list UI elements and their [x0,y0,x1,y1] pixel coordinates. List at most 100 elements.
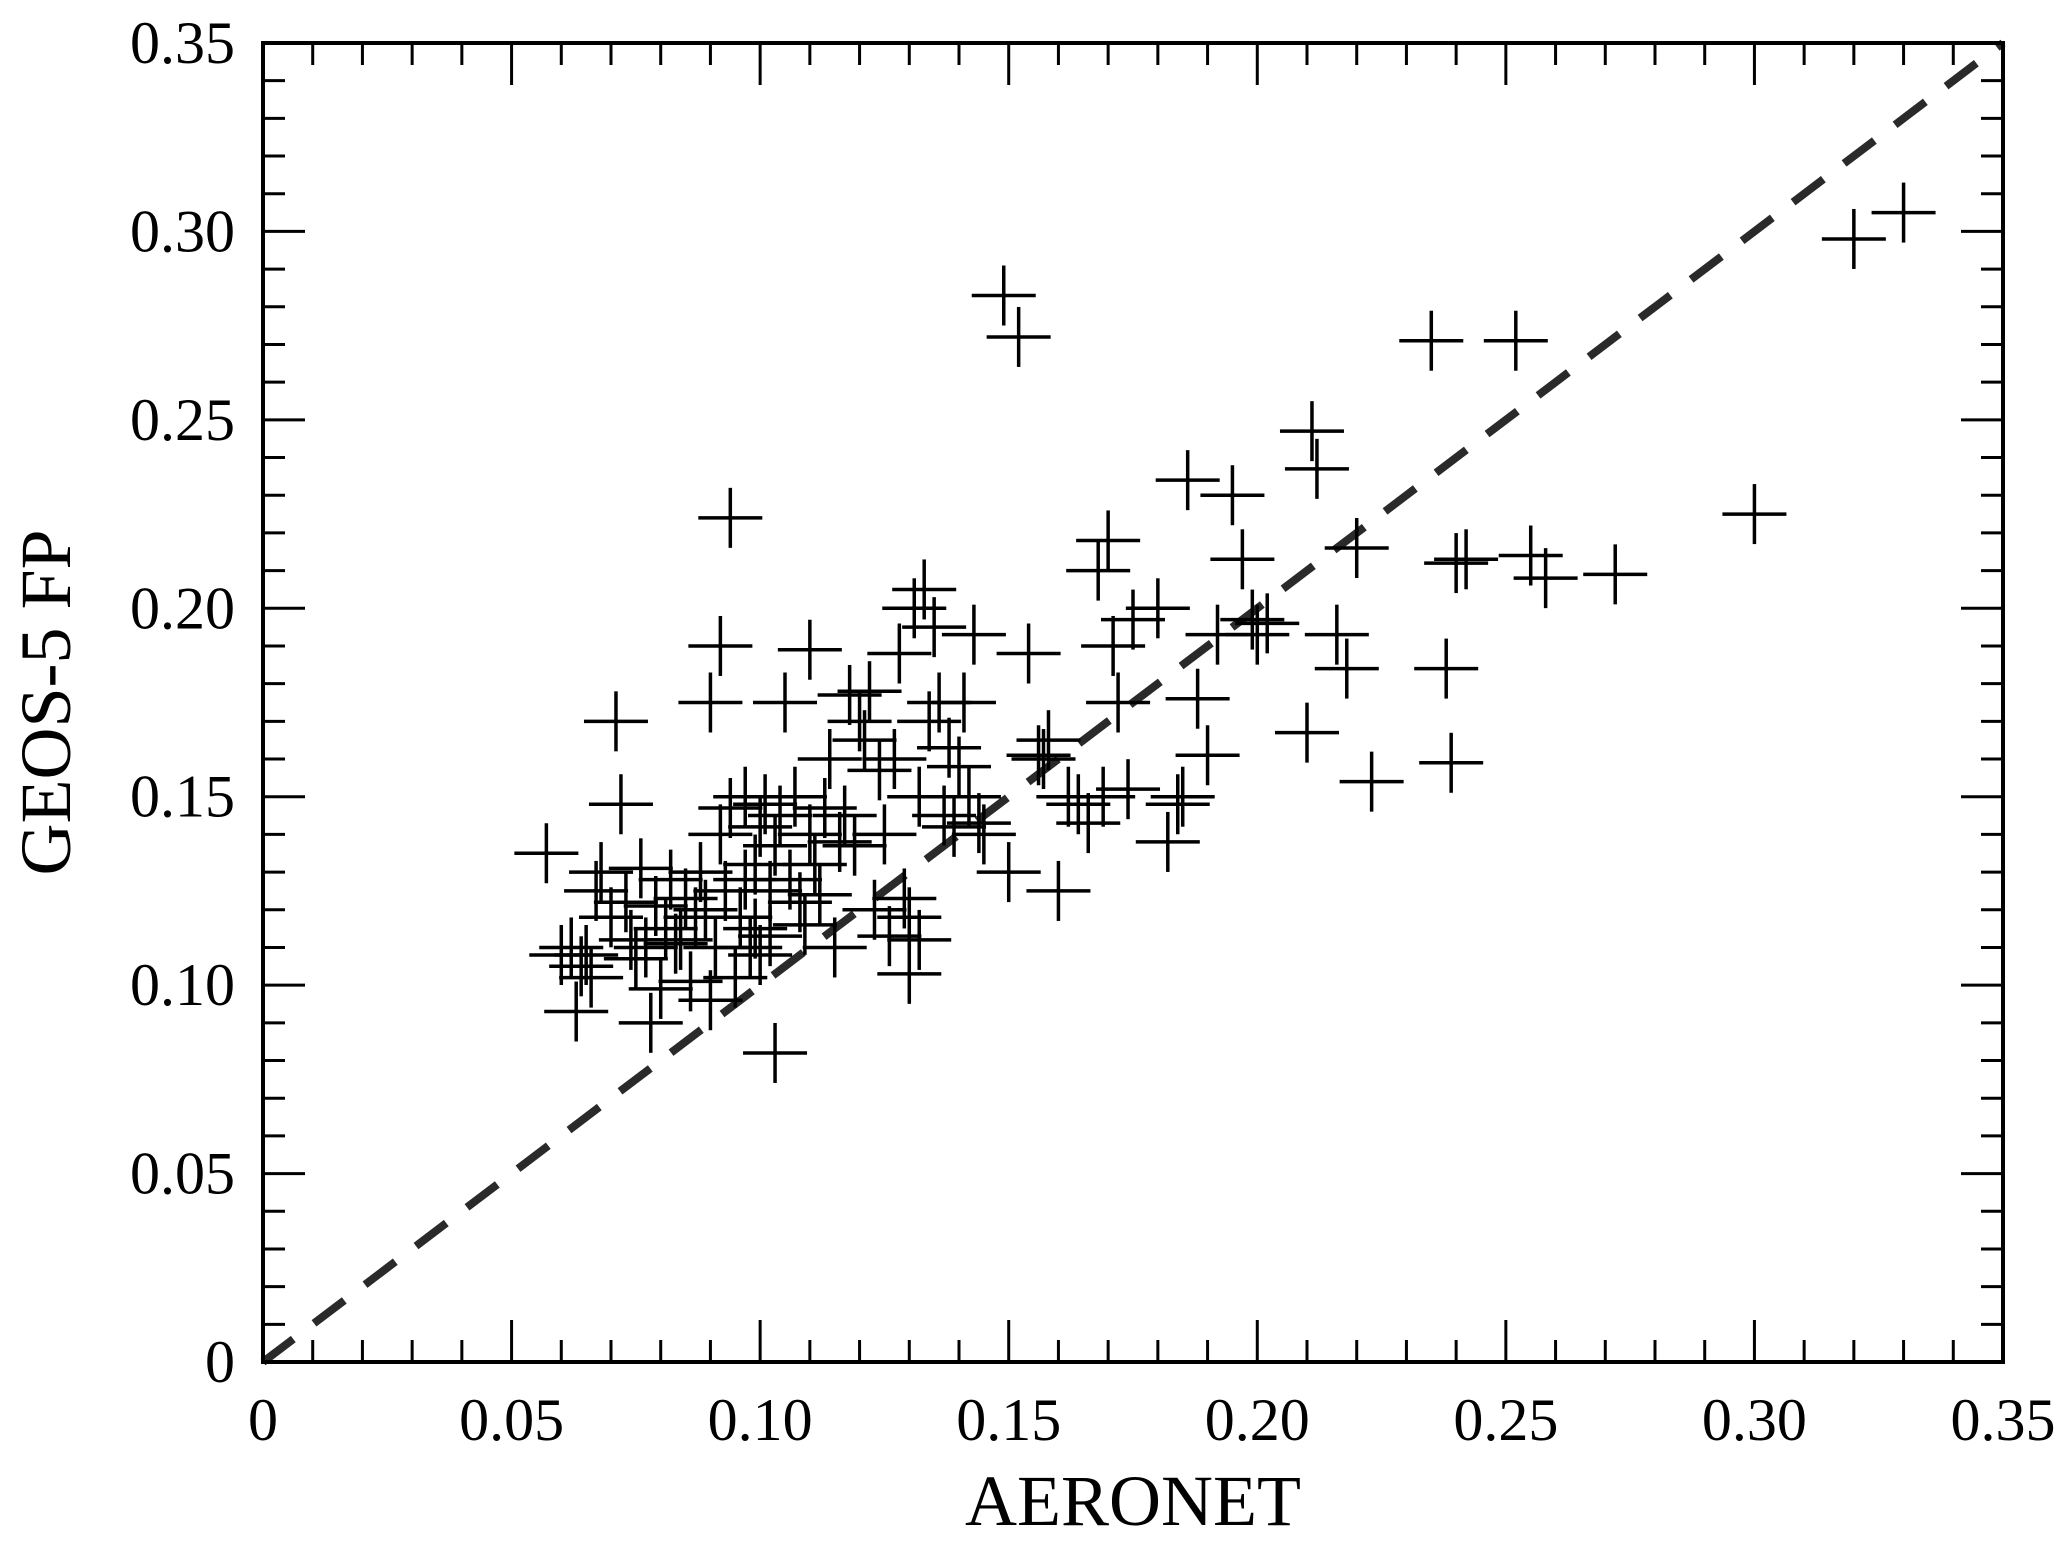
data-point [549,936,614,997]
data-point [1284,438,1349,499]
data-point [1339,751,1404,812]
data-point [554,924,619,985]
x-tick-label: 0.35 [1951,1387,2056,1453]
data-point [588,774,653,835]
data-point [1016,710,1081,771]
data-point [1200,465,1265,526]
data-point [1056,793,1121,854]
y-tick-label: 0.10 [130,952,235,1018]
y-tick-labels: 0 0.05 0.10 0.15 0.20 0.25 0.30 0.35 [130,10,235,1395]
data-point [608,838,673,899]
x-tick-label: 0.30 [1702,1387,1807,1453]
data-point [1304,604,1369,665]
data-point [1096,759,1161,820]
data-point [1424,533,1489,594]
data-point [559,947,624,1008]
data-point [1006,725,1071,786]
x-tick-label: 0.25 [1453,1387,1558,1453]
data-point [544,981,609,1042]
data-point [743,815,808,876]
data-point [738,906,803,967]
x-tick-label: 0 [248,1387,278,1453]
data-point [877,887,942,948]
data-point [1871,182,1936,243]
data-point [941,604,1006,665]
y-tick-label: 0.05 [130,1141,235,1207]
data-point [1324,517,1389,578]
data-point [648,909,713,970]
data-point [569,842,634,903]
data-point [618,992,683,1053]
y-tick-label: 0.35 [130,10,235,76]
data-point [753,672,817,733]
data-point [812,785,877,846]
y-tick-label: 0 [205,1329,235,1395]
x-tick-labels: 0 0.05 0.10 0.15 0.20 0.25 0.30 0.35 [248,1387,2056,1453]
y-tick-label: 0.20 [130,575,235,641]
data-point [772,894,837,955]
data-point [603,928,668,989]
data-points [514,182,1936,1083]
data-point [678,970,743,1031]
data-point [782,834,847,895]
x-axis-label: AERONET [965,1461,1301,1541]
data-point [1414,638,1479,699]
data-point [1483,310,1548,371]
data-point [1583,544,1648,605]
data-point [946,793,1011,854]
data-point [1314,638,1379,699]
data-point [892,559,957,620]
data-point [1498,525,1563,586]
y-axis-label: GEOS-5 FP [6,529,86,875]
data-point [931,672,996,733]
data-point [1066,540,1131,601]
data-point [1101,589,1165,650]
data-point [698,487,763,548]
data-point [822,815,887,876]
data-point [743,1022,808,1083]
data-point [757,849,822,910]
data-point [1165,668,1230,729]
data-point [1086,672,1151,733]
data-point [777,804,842,865]
data-point [1419,732,1484,793]
data-point [787,864,852,925]
data-point [842,879,907,940]
y-tick-label: 0.25 [130,387,235,453]
data-point [996,623,1061,684]
data-point [583,691,648,752]
data-point [514,823,579,884]
data-point [1155,450,1220,511]
data-point [593,872,658,933]
data-point [847,740,912,801]
data-point [887,909,952,970]
data-point [1076,510,1141,571]
minor-ticks [263,43,2003,1362]
data-point [628,958,693,1019]
data-point [1210,529,1275,590]
data-point [703,947,768,1008]
data-point [1434,529,1499,590]
x-tick-label: 0.05 [459,1387,564,1453]
data-point [733,774,798,835]
data-point [922,796,987,857]
data-point [762,766,827,827]
data-point [688,804,753,865]
data-point [986,306,1051,367]
data-point [633,898,698,959]
data-point [976,842,1041,903]
data-point [1071,766,1136,827]
data-point [623,876,688,937]
data-point [1175,725,1240,786]
x-tick-label: 0.15 [956,1387,1061,1453]
data-point [862,729,927,790]
data-point [971,265,1036,326]
data-point [927,736,991,797]
data-point [797,729,862,790]
data-point [802,917,867,978]
data-point [1399,310,1464,371]
data-point [678,672,743,733]
x-tick-label: 0.10 [708,1387,813,1453]
data-point [1821,208,1886,269]
